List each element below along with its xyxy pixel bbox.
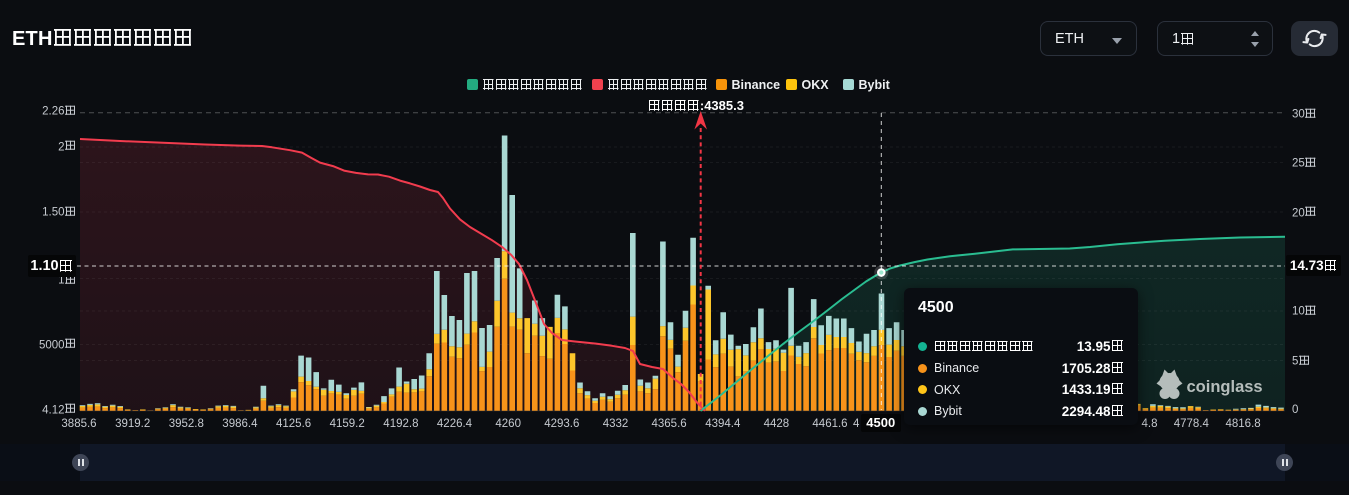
svg-text:coinglass: coinglass	[1187, 378, 1263, 396]
